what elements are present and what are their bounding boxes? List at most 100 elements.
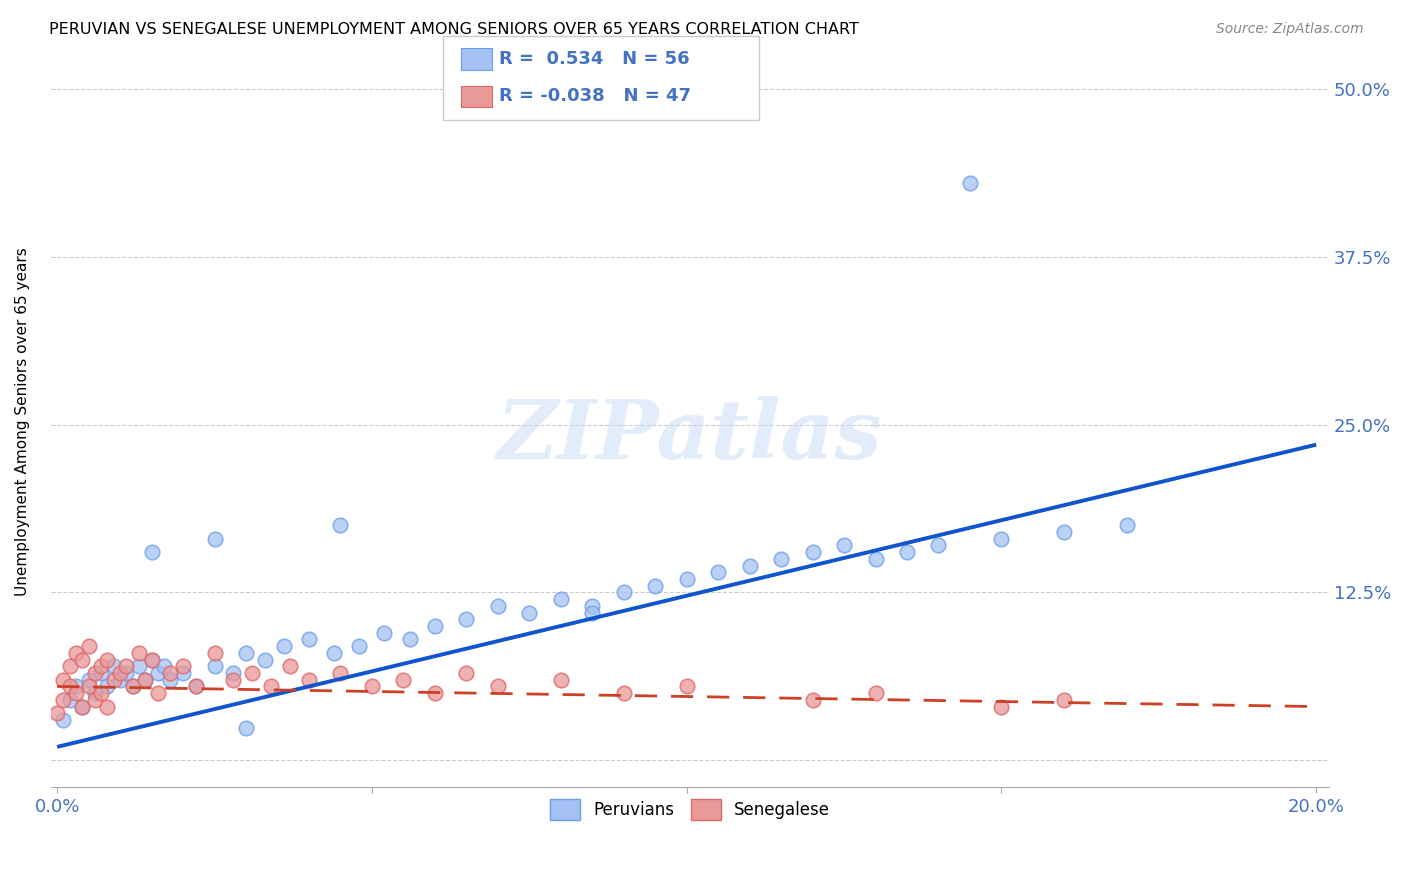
- Point: [159, 665, 181, 680]
- Point: [235, 646, 257, 660]
- Point: [52, 693, 75, 707]
- Point: [613, 585, 636, 599]
- Point: [1116, 518, 1139, 533]
- Point: [235, 721, 257, 735]
- Point: [121, 680, 143, 694]
- Point: [581, 606, 603, 620]
- Point: [96, 652, 118, 666]
- Point: [108, 673, 131, 687]
- Point: [865, 686, 887, 700]
- Point: [990, 699, 1012, 714]
- Point: [423, 686, 446, 700]
- Point: [613, 686, 636, 700]
- Point: [65, 686, 87, 700]
- Point: [72, 652, 94, 666]
- Point: [204, 646, 226, 660]
- Legend: Peruvians, Senegalese: Peruvians, Senegalese: [543, 793, 837, 826]
- Point: [83, 693, 105, 707]
- Point: [392, 673, 415, 687]
- Point: [96, 699, 118, 714]
- Point: [184, 680, 207, 694]
- Point: [83, 686, 105, 700]
- Point: [72, 699, 94, 714]
- Point: [59, 680, 82, 694]
- Point: [121, 680, 143, 694]
- Point: [323, 646, 346, 660]
- Point: [159, 673, 181, 687]
- Point: [349, 639, 371, 653]
- Point: [959, 176, 981, 190]
- Point: [141, 545, 163, 559]
- Point: [260, 680, 283, 694]
- Text: R = -0.038   N = 47: R = -0.038 N = 47: [499, 87, 692, 105]
- Point: [90, 659, 112, 673]
- Point: [59, 693, 82, 707]
- Point: [240, 665, 263, 680]
- Point: [361, 680, 384, 694]
- Point: [801, 545, 824, 559]
- Point: [72, 699, 94, 714]
- Point: [172, 659, 194, 673]
- Point: [865, 551, 887, 566]
- Point: [90, 665, 112, 680]
- Point: [486, 680, 509, 694]
- Text: R =  0.534   N = 56: R = 0.534 N = 56: [499, 50, 690, 68]
- Point: [141, 652, 163, 666]
- Point: [1053, 693, 1076, 707]
- Point: [253, 652, 276, 666]
- Point: [486, 599, 509, 613]
- Point: [184, 680, 207, 694]
- Point: [46, 706, 69, 721]
- Point: [832, 538, 855, 552]
- Point: [59, 659, 82, 673]
- Point: [373, 625, 395, 640]
- Point: [128, 659, 150, 673]
- Point: [115, 665, 138, 680]
- Point: [103, 673, 125, 687]
- Point: [738, 558, 761, 573]
- Point: [329, 665, 352, 680]
- Point: [204, 532, 226, 546]
- Point: [550, 673, 572, 687]
- Point: [456, 665, 478, 680]
- Point: [329, 518, 352, 533]
- Point: [222, 665, 245, 680]
- Point: [146, 665, 169, 680]
- Point: [77, 639, 100, 653]
- Point: [77, 673, 100, 687]
- Point: [134, 673, 156, 687]
- Point: [278, 659, 301, 673]
- Point: [108, 665, 131, 680]
- Point: [128, 646, 150, 660]
- Point: [1053, 524, 1076, 539]
- Point: [990, 532, 1012, 546]
- Point: [146, 686, 169, 700]
- Point: [675, 572, 697, 586]
- Point: [550, 592, 572, 607]
- Point: [273, 639, 295, 653]
- Point: [52, 713, 75, 727]
- Point: [96, 680, 118, 694]
- Y-axis label: Unemployment Among Seniors over 65 years: Unemployment Among Seniors over 65 years: [15, 247, 30, 596]
- Point: [298, 632, 321, 647]
- Point: [298, 673, 321, 687]
- Point: [77, 680, 100, 694]
- Point: [103, 659, 125, 673]
- Point: [801, 693, 824, 707]
- Point: [423, 619, 446, 633]
- Point: [517, 606, 540, 620]
- Point: [134, 673, 156, 687]
- Text: PERUVIAN VS SENEGALESE UNEMPLOYMENT AMONG SENIORS OVER 65 YEARS CORRELATION CHAR: PERUVIAN VS SENEGALESE UNEMPLOYMENT AMON…: [49, 22, 859, 37]
- Point: [581, 599, 603, 613]
- Point: [115, 659, 138, 673]
- Point: [52, 673, 75, 687]
- Point: [896, 545, 918, 559]
- Point: [90, 686, 112, 700]
- Point: [398, 632, 420, 647]
- Point: [153, 659, 176, 673]
- Point: [65, 646, 87, 660]
- Point: [927, 538, 949, 552]
- Point: [222, 673, 245, 687]
- Point: [141, 652, 163, 666]
- Text: Source: ZipAtlas.com: Source: ZipAtlas.com: [1216, 22, 1364, 37]
